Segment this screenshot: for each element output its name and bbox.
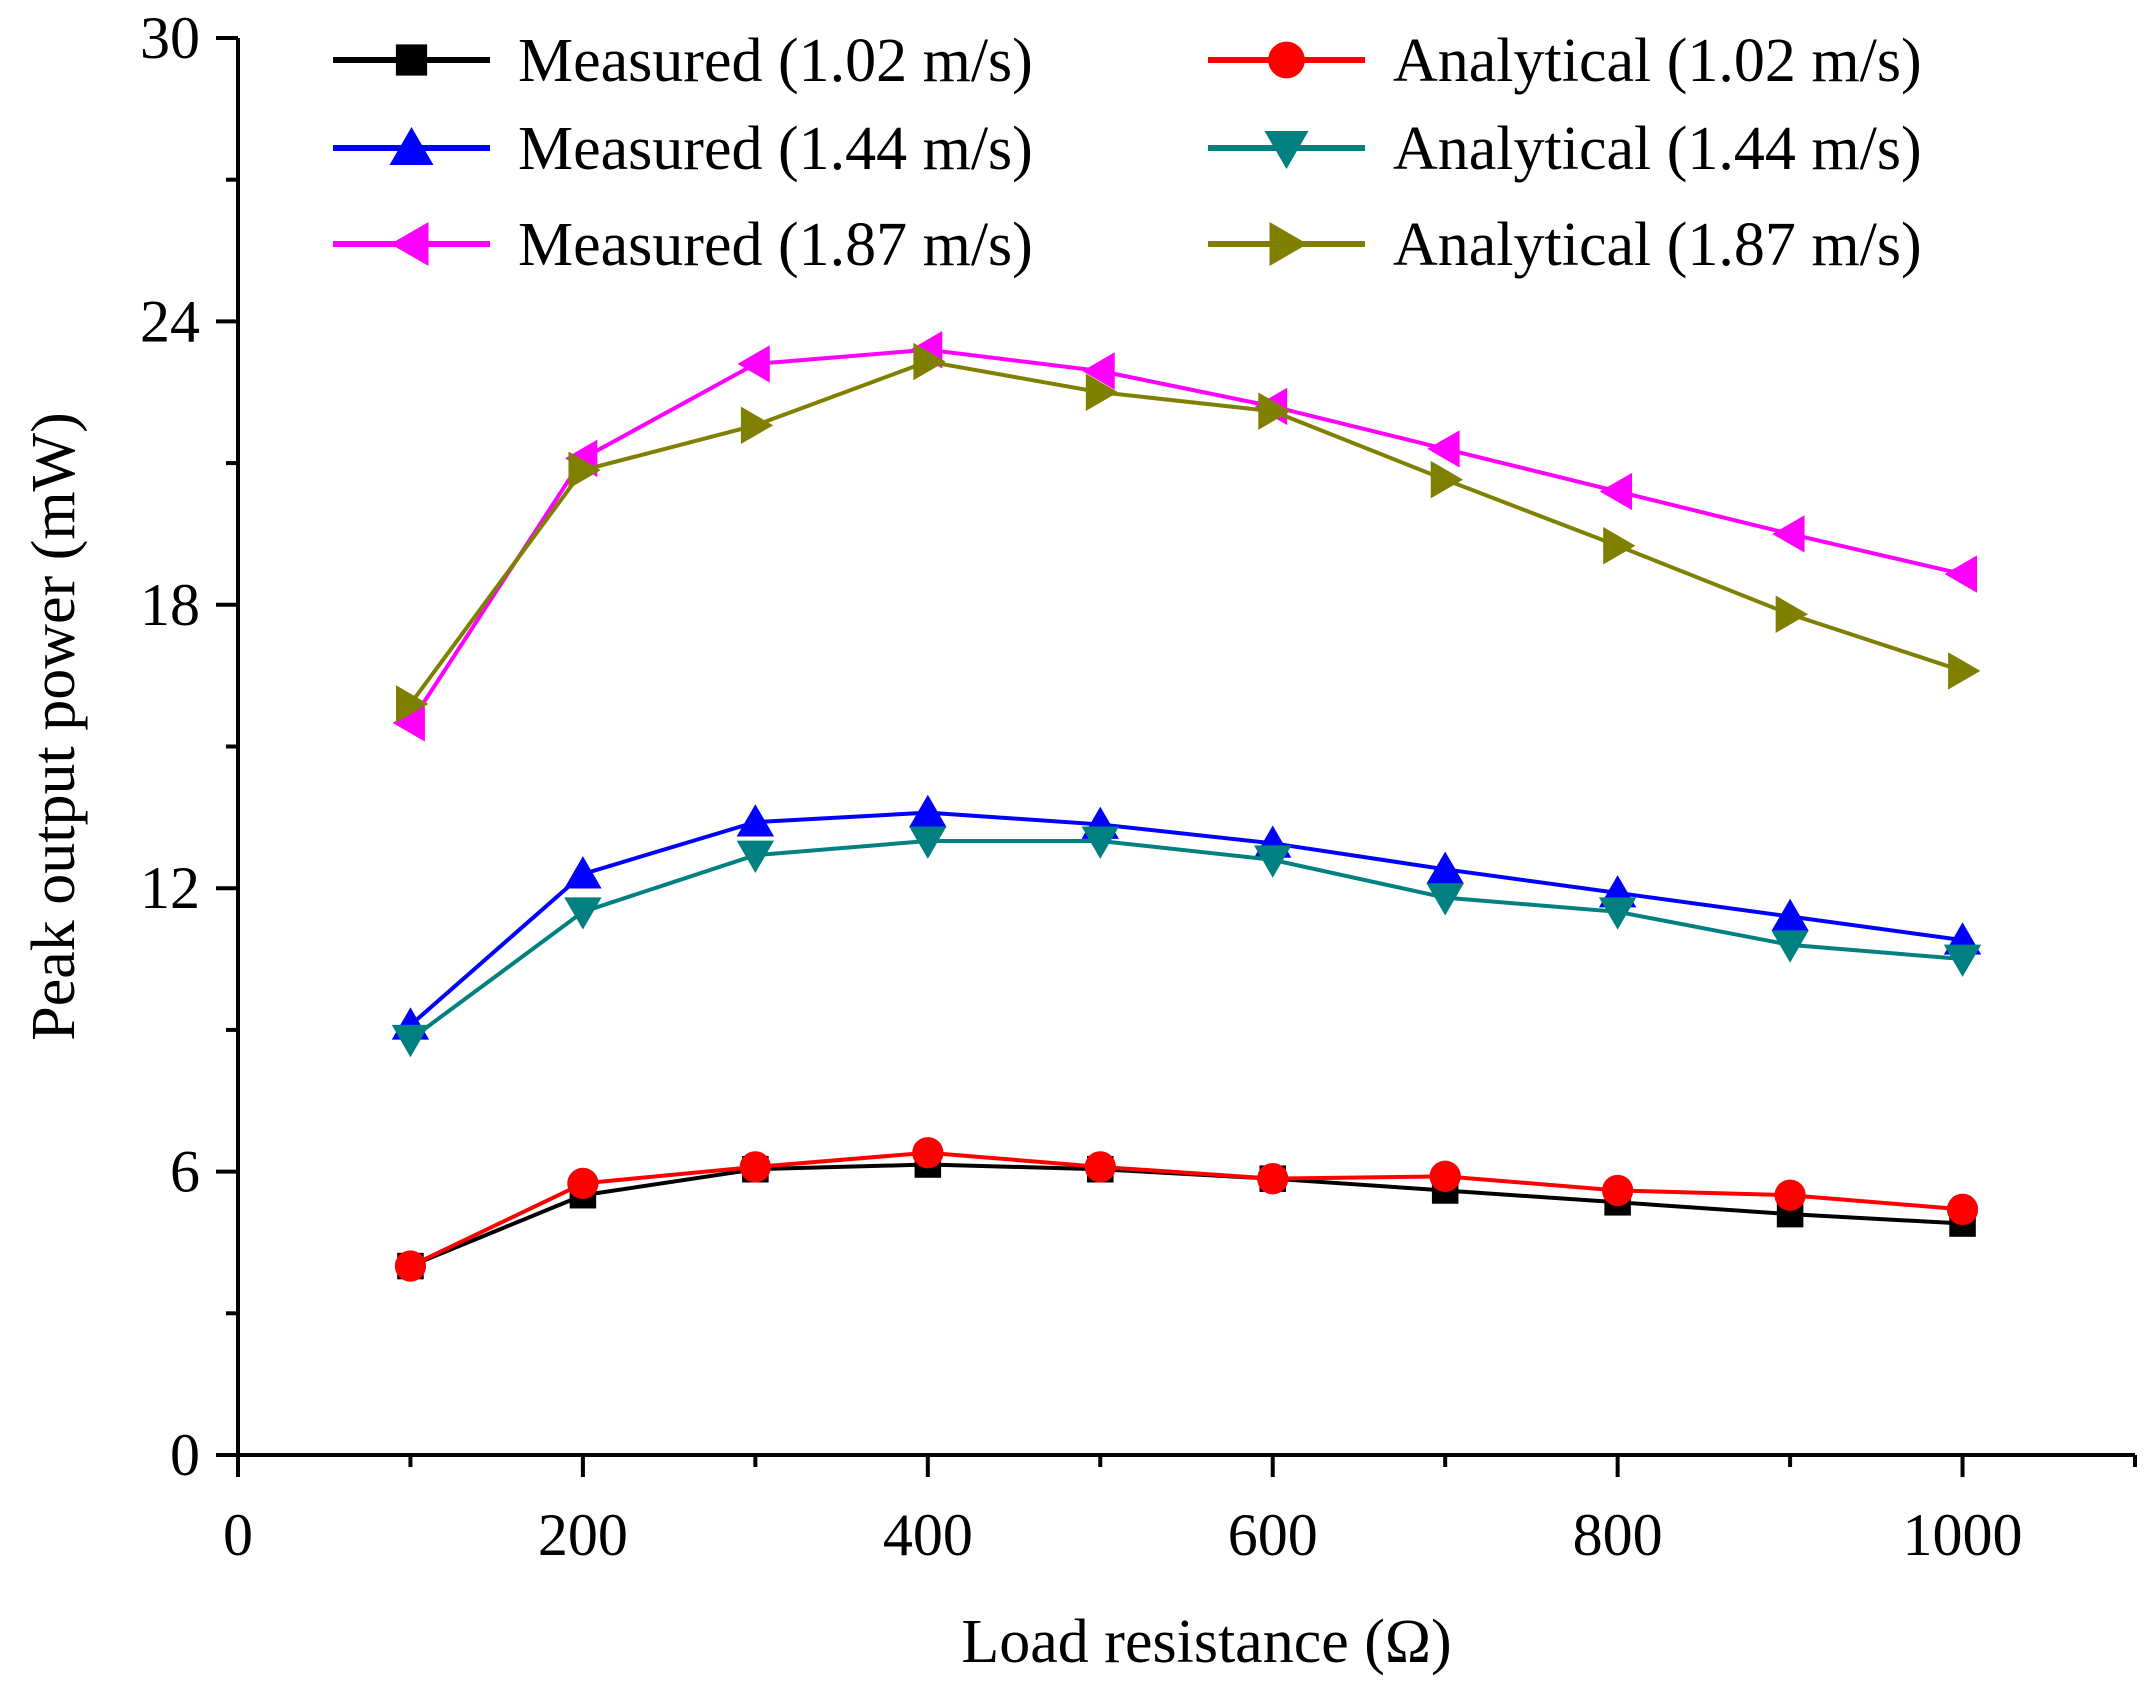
data-point (1085, 373, 1119, 411)
series-measured-1-87-m-s (392, 331, 1977, 742)
series-line-measured-1-02-m-s (409, 1162, 1963, 1268)
data-point (1772, 515, 1805, 553)
legend-marker (395, 44, 428, 76)
y-tick-label: 6 (170, 1139, 200, 1205)
data-point (1771, 898, 1809, 931)
data-point (394, 1250, 427, 1282)
data-point (909, 826, 947, 859)
series-line-analytical-1-87-m-s (408, 359, 1964, 706)
legend-marker (1268, 41, 1305, 79)
data-point (737, 345, 770, 383)
y-tick-label: 30 (140, 5, 200, 71)
data-point (1775, 595, 1808, 633)
data-point (567, 1167, 599, 1200)
data-point (1427, 430, 1460, 468)
data-point (1084, 1151, 1116, 1183)
data-point (392, 704, 425, 742)
axes: 0 6 12 18 24 30 0 200 400 600 800 1000 Load resistan… (20, 5, 2137, 1676)
series-analytical-1-02-m-s (394, 1137, 1979, 1282)
y-tick-label: 0 (170, 1422, 200, 1488)
data-point (1430, 460, 1464, 499)
legend-item-measured-1-44-m-s: Measured (1.44 m/s) (333, 115, 1033, 183)
y-tick-label: 12 (140, 855, 200, 921)
y-tick-label: 24 (140, 288, 200, 354)
series-analytical-1-44-m-s (391, 826, 1982, 1058)
y-axis-title: Peak output power (mW) (20, 412, 88, 1040)
data-point (1426, 883, 1464, 916)
plot-area (391, 331, 1982, 1282)
data-point (1603, 527, 1636, 565)
data-point (1771, 930, 1809, 963)
data-point (739, 1151, 772, 1183)
legend-label: Measured (1.02 m/s) (518, 27, 1033, 95)
x-tick-label: 1000 (1903, 1502, 2023, 1568)
series-measured-1-02-m-s (397, 1151, 1976, 1280)
data-point (1429, 1160, 1461, 1192)
data-point (1944, 555, 1977, 593)
data-point (736, 804, 775, 837)
data-point (1598, 897, 1637, 930)
data-point (1774, 1179, 1806, 1211)
data-point (1257, 1163, 1289, 1195)
data-point (736, 840, 775, 873)
legend-marker (390, 222, 429, 266)
data-point (740, 406, 774, 445)
legend-marker (1264, 131, 1309, 169)
data-point (1601, 1174, 1634, 1207)
data-point (1258, 392, 1291, 430)
x-tick-label: 400 (883, 1502, 973, 1568)
data-point (564, 856, 602, 889)
x-tick-label: 0 (223, 1502, 253, 1568)
legend-label: Analytical (1.02 m/s) (1393, 27, 1922, 95)
y-tick-label: 18 (140, 572, 200, 638)
data-point (564, 897, 602, 930)
x-tick-label: 200 (538, 1502, 628, 1568)
data-point (1599, 472, 1633, 511)
legend-item-analytical-1-02-m-s: Analytical (1.02 m/s) (1208, 27, 1922, 95)
series-analytical-1-87-m-s (396, 342, 1981, 723)
data-point (1254, 845, 1292, 878)
data-point (391, 1024, 430, 1058)
x-tick-label: 800 (1573, 1502, 1663, 1568)
data-point (1946, 1193, 1979, 1226)
x-tick-label: 600 (1228, 1502, 1318, 1568)
data-point (1082, 352, 1115, 390)
series-line-analytical-1-02-m-s (409, 1150, 1963, 1268)
legend-label: Analytical (1.44 m/s) (1393, 115, 1922, 183)
data-point (1081, 826, 1119, 859)
data-point (568, 451, 601, 489)
series-line-measured-1-87-m-s (408, 347, 1963, 724)
legend-marker (1269, 222, 1308, 266)
legend-marker (389, 127, 434, 165)
series-line-measured-1-44-m-s (409, 810, 1963, 1027)
data-point (396, 685, 429, 723)
legend-item-measured-1-02-m-s: Measured (1.02 m/s) (333, 27, 1033, 95)
legend-item-measured-1-87-m-s: Measured (1.87 m/s) (333, 211, 1033, 279)
data-point (1426, 851, 1464, 884)
legend-item-analytical-1-44-m-s: Analytical (1.44 m/s) (1208, 115, 1922, 183)
legend-label: Measured (1.44 m/s) (518, 115, 1033, 183)
data-point (1948, 652, 1981, 690)
legend: Measured (1.02 m/s) Analytical (1.02 m/s)… (333, 27, 1922, 279)
series-measured-1-44-m-s (391, 794, 1982, 1040)
x-axis-title: Load resistance (Ω) (961, 1608, 1451, 1676)
legend-label: Measured (1.87 m/s) (518, 211, 1033, 279)
legend-label: Analytical (1.87 m/s) (1393, 211, 1922, 279)
data-point (1943, 944, 1982, 977)
series-line-analytical-1-44-m-s (409, 838, 1963, 1041)
data-point (913, 342, 946, 381)
legend-item-analytical-1-87-m-s: Analytical (1.87 m/s) (1208, 211, 1922, 279)
data-point (909, 794, 947, 828)
data-point (912, 1137, 944, 1169)
